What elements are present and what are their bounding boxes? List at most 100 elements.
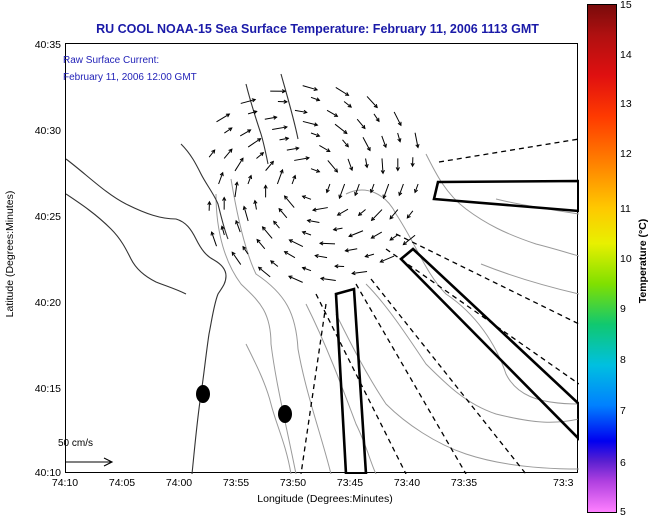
current-vector-head [315,168,321,173]
current-vector-head [283,125,288,130]
current-vector-head [313,122,319,127]
current-vector-head [283,99,288,104]
current-vector-head [380,169,385,175]
current-vector-head [253,110,258,115]
x-tick: 73:55 [222,477,250,489]
current-vector [294,157,310,161]
coastline [65,73,299,475]
current-vector-head [410,162,415,168]
current-vector-head [364,163,369,169]
current-vector-head [284,136,290,141]
x-tick: 74:10 [51,477,79,489]
current-vector [302,195,312,200]
current-vectors [207,85,420,283]
current-vector-head [261,226,266,231]
current-vector-head [231,251,236,256]
current-vector-head [288,239,293,244]
current-vector [256,152,264,159]
current-vector-head [269,260,275,265]
current-vector-head [211,149,216,154]
current-vector-head [273,115,278,120]
current-vector-head [349,166,354,172]
current-vector-head [278,207,283,213]
current-vector-head [325,188,330,194]
current-vector [284,195,295,208]
current-vector-head [288,275,293,280]
current-vector-head [389,215,394,220]
current-vector-head [257,266,263,271]
colorbar-tick: 14 [620,49,632,61]
current-vector-head [397,138,402,143]
current-vector [278,208,288,219]
current-vector-head [314,253,319,259]
current-vector [247,110,257,115]
current-vector-head [369,188,374,194]
scale-arrow-label: 50 cm/s [58,438,94,449]
current-vector [389,209,399,220]
current-vector [243,206,249,222]
current-vector-head [370,234,375,239]
x-tick: 74:05 [108,477,136,489]
current-vector [272,126,288,131]
map-title: RU COOL NOAA-15 Sea Surface Temperature:… [96,22,539,36]
current-vector-head [251,98,257,103]
y-tick: 40:30 [34,125,61,137]
current-vector [286,147,299,151]
current-vector [365,253,375,258]
current-vector [208,149,216,158]
current-vector-head [303,109,308,115]
current-vector [235,220,241,233]
current-vector-head [248,174,253,180]
current-vector-head [348,233,353,238]
current-vector-head [351,271,356,276]
current-vector [312,207,328,211]
current-vector-head [375,117,380,123]
current-vector-head [222,196,227,201]
current-vector [276,169,284,185]
current-vector [256,239,266,250]
current-vector-head [413,188,418,194]
current-vector-head [292,174,297,180]
current-vector [381,158,384,174]
colorbar-tick: 13 [620,98,632,110]
current-vector [366,96,378,108]
current-vector [335,87,349,96]
current-vector [224,127,233,134]
y-tick: 40:25 [34,211,61,223]
current-vector-head [357,211,363,216]
current-vector [342,139,349,148]
current-vector [234,157,244,172]
box-transects [334,179,581,476]
current-vector [310,96,320,101]
current-vector-head [332,227,338,232]
current-vector-head [336,211,342,216]
current-vector [218,172,224,185]
current-vector-head [234,181,239,186]
radial-transects [300,138,580,475]
current-vector-head [315,97,321,102]
x-tick: 74:00 [165,477,193,489]
current-vector [397,132,401,142]
current-vector [273,220,280,229]
current-vector-head [306,218,312,223]
current-vector [302,120,318,126]
current-vector [345,248,358,252]
current-vector [320,277,336,282]
current-vector-head [311,207,317,212]
current-vector-head [210,231,215,236]
y-tick: 40:35 [34,39,61,51]
x-tick: 73:45 [336,477,364,489]
current-vector-head [397,121,402,127]
current-vector [315,255,328,259]
current-vector-head [242,205,247,211]
temperature-colorbar [587,4,617,513]
current-vector-head [283,195,289,200]
current-vector [326,183,331,193]
current-vector-head [344,248,349,253]
current-vector-head [319,276,325,281]
current-vector-head [345,92,350,96]
current-vector [258,266,271,278]
current-time: February 11, 2006 12:00 GMT [63,72,197,83]
current-vector-head [366,147,371,152]
current-vector-head [402,241,407,246]
